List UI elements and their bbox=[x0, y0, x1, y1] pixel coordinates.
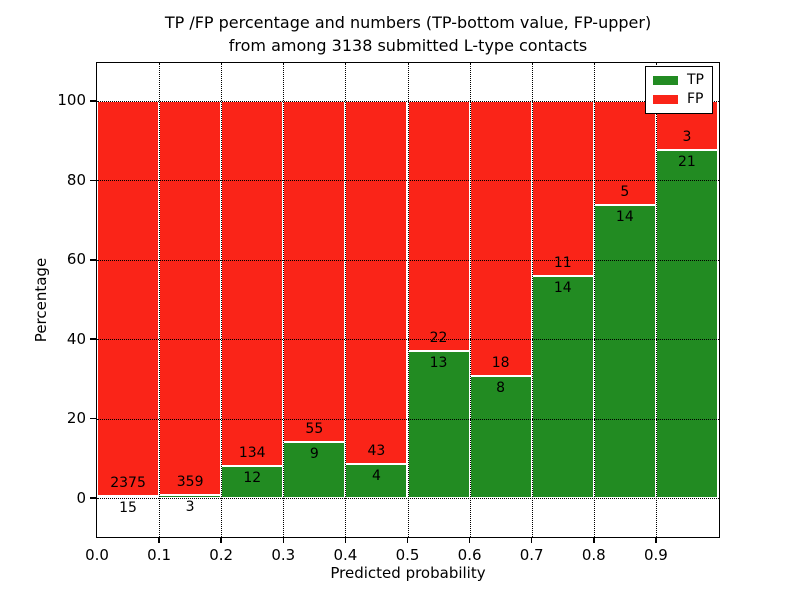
bar-tp-count-label: 14 bbox=[615, 209, 634, 226]
chart-title-line2: from among 3138 submitted L-type contact… bbox=[228, 36, 588, 55]
x-tick-mark bbox=[344, 538, 347, 543]
y-tick-label: 60 bbox=[66, 250, 86, 269]
gridline-vertical bbox=[655, 63, 657, 537]
bar-tp-count-label: 9 bbox=[309, 446, 319, 463]
bar-fp-segment bbox=[283, 100, 346, 443]
legend-swatch-fp bbox=[653, 95, 678, 104]
y-tick-mark bbox=[90, 100, 96, 102]
bar-fp-count-label: 43 bbox=[367, 443, 386, 460]
gridline-horizontal bbox=[97, 259, 719, 261]
x-tick-mark bbox=[406, 538, 409, 543]
gridline-horizontal bbox=[97, 100, 719, 102]
x-tick-label: 0.8 bbox=[581, 546, 606, 564]
chart-title-line1: TP /FP percentage and numbers (TP-bottom… bbox=[164, 13, 652, 32]
gridline-horizontal bbox=[97, 498, 719, 500]
gridline-vertical bbox=[593, 63, 595, 537]
bar-fp-count-label: 22 bbox=[429, 329, 448, 346]
x-tick-label: 0.5 bbox=[395, 546, 420, 564]
bar-fp-count-label: 18 bbox=[491, 354, 510, 371]
x-tick-label: 0.9 bbox=[643, 546, 668, 564]
y-tick-label: 20 bbox=[66, 409, 86, 428]
y-tick-mark bbox=[90, 179, 96, 181]
x-tick-label: 0.7 bbox=[519, 546, 544, 564]
legend-label-tp: TP bbox=[687, 72, 704, 88]
bar-fp-segment bbox=[159, 100, 222, 495]
x-tick-label: 0.2 bbox=[209, 546, 234, 564]
bar-fp-segment bbox=[407, 100, 470, 351]
bar-tp-count-label: 15 bbox=[119, 499, 137, 516]
y-tick-label: 80 bbox=[66, 170, 86, 189]
x-axis-label: Predicted probability bbox=[330, 564, 486, 582]
x-tick-mark bbox=[593, 538, 595, 543]
chart-title: TP /FP percentage and numbers (TP-bottom… bbox=[96, 11, 720, 57]
gridline-vertical bbox=[531, 63, 533, 537]
gridline-horizontal bbox=[97, 418, 719, 420]
bar-tp-segment bbox=[407, 350, 470, 499]
legend-swatch-tp bbox=[653, 76, 678, 85]
bar-fp-count-label: 11 bbox=[553, 254, 572, 271]
bar-fp-count-label: 55 bbox=[305, 421, 324, 438]
bar-tp-count-label: 21 bbox=[678, 154, 696, 171]
y-tick-mark bbox=[90, 497, 96, 499]
bar-tp-segment bbox=[469, 375, 532, 499]
bar-tp-segment bbox=[655, 150, 718, 499]
x-tick-label: 0.1 bbox=[147, 546, 172, 564]
x-tick-mark bbox=[655, 538, 657, 543]
x-tick-mark bbox=[158, 538, 160, 543]
x-tick-mark bbox=[530, 538, 533, 543]
y-tick-mark bbox=[90, 338, 96, 340]
bar-fp-count-label: 5 bbox=[620, 184, 630, 201]
legend-item-fp: FP bbox=[653, 90, 704, 109]
gridline-vertical bbox=[159, 63, 161, 537]
bar-fp-count-label: 359 bbox=[176, 473, 204, 490]
gridline-horizontal bbox=[97, 180, 719, 182]
bar-tp-count-label: 12 bbox=[243, 469, 262, 486]
bar-fp-count-label: 134 bbox=[238, 444, 266, 461]
gridline-vertical bbox=[407, 63, 409, 537]
bar-tp-segment bbox=[97, 495, 160, 499]
y-tick-mark bbox=[90, 417, 96, 420]
legend-item-tp: TP bbox=[653, 71, 704, 90]
x-tick-label: 0.0 bbox=[85, 546, 109, 564]
y-tick-mark bbox=[90, 259, 96, 261]
bar-tp-segment bbox=[345, 464, 408, 499]
bar-fp-segment bbox=[469, 100, 532, 376]
bar-tp-segment bbox=[531, 275, 594, 499]
y-tick-label: 100 bbox=[57, 91, 86, 110]
y-tick-label: 40 bbox=[66, 329, 86, 348]
bar-fp-segment bbox=[531, 100, 594, 276]
legend: TP FP bbox=[645, 66, 713, 114]
bar-tp-segment bbox=[283, 442, 346, 499]
bar-fp-segment bbox=[97, 100, 160, 496]
x-tick-mark bbox=[220, 538, 222, 543]
bar-tp-segment bbox=[593, 205, 656, 499]
bar-tp-count-label: 13 bbox=[429, 354, 448, 371]
legend-label-fp: FP bbox=[687, 91, 704, 107]
gridline-vertical bbox=[221, 63, 223, 537]
x-tick-label: 0.3 bbox=[271, 546, 296, 564]
bar-tp-count-label: 3 bbox=[185, 498, 195, 515]
x-tick-mark bbox=[468, 538, 471, 543]
gridline-vertical bbox=[345, 63, 347, 537]
x-tick-mark bbox=[282, 538, 285, 543]
gridline-vertical bbox=[469, 63, 471, 537]
bar-fp-count-label: 3 bbox=[682, 129, 692, 146]
plot-area: 2375 15 359 3 134 12 55 9 43 4 22 13 18 8 11 14 5 14 3 21 bbox=[96, 62, 720, 538]
gridline-vertical bbox=[283, 63, 285, 537]
y-tick-label: 0 bbox=[76, 488, 86, 507]
bar-fp-count-label: 2375 bbox=[110, 474, 146, 491]
bar-tp-count-label: 8 bbox=[496, 379, 506, 396]
bar-tp-count-label: 4 bbox=[371, 468, 381, 485]
bar-fp-segment bbox=[345, 100, 408, 465]
x-tick-label: 0.4 bbox=[333, 546, 358, 564]
x-tick-label: 0.6 bbox=[457, 546, 482, 564]
bar-tp-segment bbox=[221, 465, 284, 499]
bar-fp-segment bbox=[221, 100, 284, 466]
gridline-horizontal bbox=[97, 339, 719, 341]
bar-tp-count-label: 14 bbox=[553, 279, 572, 296]
